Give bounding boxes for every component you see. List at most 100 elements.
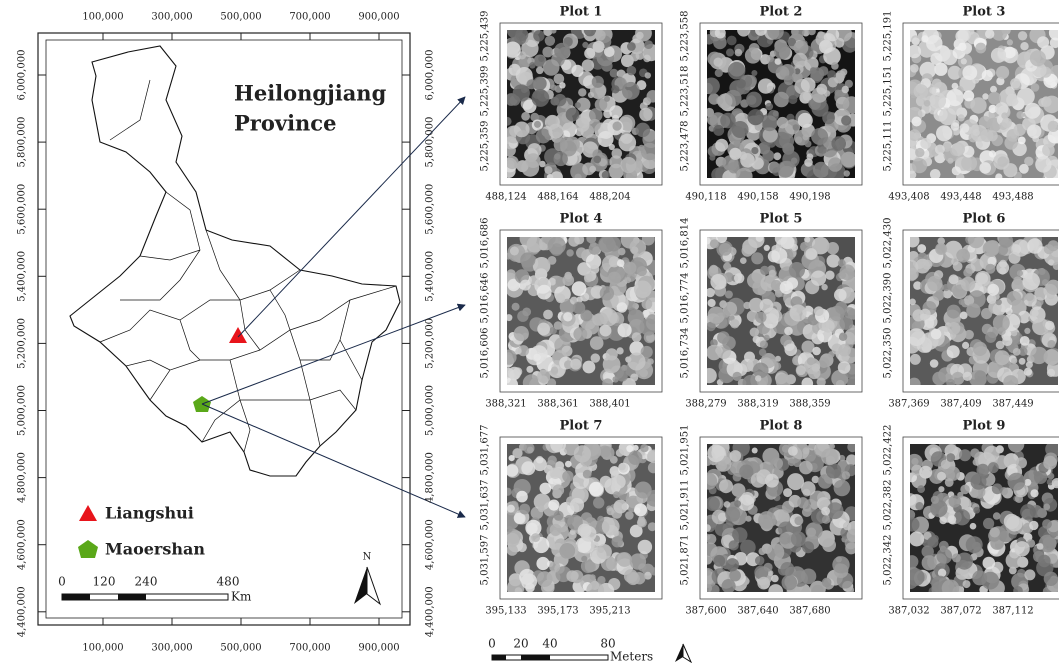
tree-crown — [998, 237, 1014, 248]
tree-crown — [975, 42, 987, 54]
tree-crown — [590, 541, 599, 550]
tree-crown — [1020, 504, 1036, 520]
tree-crown — [544, 35, 556, 46]
y-tick-label: 5,031,637 — [480, 480, 491, 531]
tree-crown — [794, 516, 804, 526]
tree-crown — [1010, 329, 1018, 337]
tree-crown — [792, 124, 799, 131]
tree-crown — [531, 533, 541, 543]
tree-crown — [969, 522, 977, 530]
tree-crown — [609, 68, 619, 78]
tree-crown — [932, 371, 947, 385]
tree-crown — [763, 244, 770, 251]
tree-crown — [1047, 120, 1058, 132]
tree-crown — [616, 347, 624, 355]
map-frame — [37, 32, 411, 626]
tree-crown — [616, 259, 625, 267]
tree-crown — [599, 475, 612, 488]
tree-crown — [979, 162, 991, 174]
tree-crown — [799, 460, 813, 475]
tree-crown — [740, 539, 756, 556]
tree-crown — [922, 259, 933, 270]
tree-crown — [910, 148, 917, 161]
tree-crown — [626, 65, 637, 76]
tree-crown — [821, 506, 830, 516]
tree-crown — [765, 473, 779, 488]
tree-crown — [529, 275, 539, 286]
tree-crown — [565, 107, 580, 122]
y-tick-label: 5,016,606 — [480, 328, 491, 379]
tree-crown — [526, 79, 537, 90]
x-tick-label: 900,000 — [358, 643, 399, 654]
tree-crown — [834, 37, 845, 48]
tree-crown — [1036, 543, 1044, 550]
tree-crown — [927, 536, 939, 548]
tree-crown — [773, 152, 782, 161]
tree-crown — [972, 341, 988, 356]
tree-crown — [650, 567, 655, 576]
tree-crown — [831, 136, 846, 151]
tree-crown — [613, 491, 620, 499]
y-tick-label: 5,022,390 — [883, 273, 894, 324]
tree-crown — [1042, 143, 1055, 157]
tree-crown — [755, 375, 762, 382]
tree-crown — [707, 344, 722, 361]
tree-crown — [793, 40, 809, 56]
tree-crown — [783, 488, 793, 498]
tree-crown — [958, 299, 965, 305]
tree-crown — [959, 449, 971, 462]
tree-crown — [828, 157, 843, 172]
tree-crown — [910, 377, 921, 385]
tree-crown — [602, 378, 613, 385]
tree-crown — [752, 335, 760, 344]
plot-title: Plot 4 — [560, 212, 603, 227]
tree-crown — [828, 444, 835, 450]
y-tick-label: 4,400,000 — [425, 586, 436, 637]
tree-crown — [534, 120, 541, 128]
tree-crown — [938, 486, 945, 493]
tree-crown — [962, 65, 978, 81]
tree-crown — [763, 562, 773, 572]
tree-crown — [747, 109, 764, 126]
tree-crown — [586, 253, 602, 269]
x-tick-label: 100,000 — [82, 643, 123, 654]
x-tick-label: 388,321 — [485, 399, 526, 410]
tree-crown — [970, 473, 987, 490]
tree-crown — [837, 361, 851, 374]
tree-crown — [768, 269, 776, 278]
tree-crown — [947, 157, 954, 164]
tree-crown — [959, 123, 970, 133]
tree-crown — [758, 348, 767, 357]
tree-crown — [804, 56, 819, 71]
tree-crown — [728, 540, 739, 551]
tree-crown — [525, 153, 541, 168]
tree-crown — [770, 457, 783, 470]
tree-crown — [751, 147, 759, 155]
tree-crown — [611, 536, 623, 548]
tree-crown — [816, 377, 826, 385]
tree-crown — [581, 555, 588, 562]
tree-crown — [955, 566, 969, 580]
tree-crown — [589, 574, 596, 581]
tree-crown — [507, 377, 519, 385]
tree-crown — [1002, 335, 1013, 347]
tree-crown — [611, 148, 623, 159]
tree-crown — [955, 30, 969, 44]
tree-crown — [811, 584, 824, 592]
plot-title: Plot 1 — [560, 5, 603, 20]
tree-crown — [618, 462, 629, 473]
tree-crown — [801, 340, 815, 354]
tree-crown — [509, 246, 519, 256]
tree-crown — [926, 35, 943, 52]
tree-crown — [960, 484, 970, 495]
tree-crown — [921, 35, 929, 43]
tree-crown — [794, 68, 801, 75]
tree-crown — [572, 301, 586, 315]
tree-crown — [525, 519, 542, 536]
tree-crown — [1007, 444, 1025, 453]
tree-crown — [640, 345, 653, 359]
y-tick-label: 5,225,439 — [480, 11, 491, 62]
tree-crown — [732, 527, 748, 543]
tree-crown — [636, 31, 644, 40]
